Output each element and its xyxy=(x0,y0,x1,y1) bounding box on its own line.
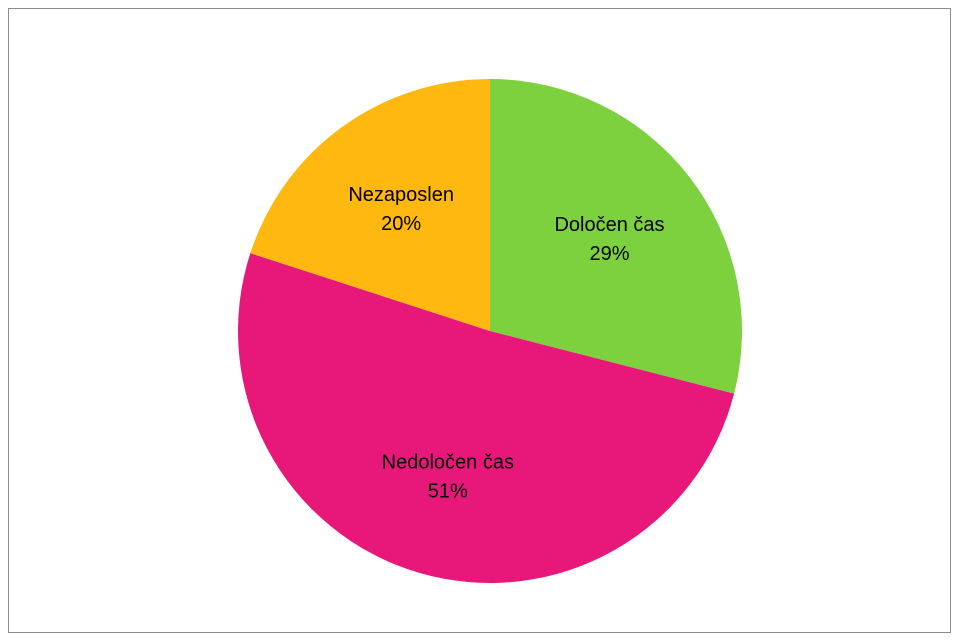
slice-label-nezaposlen: Nezaposlen xyxy=(348,184,454,206)
pie-slice-nedolocen-cas xyxy=(238,253,735,583)
slice-percent-nezaposlen: 20% xyxy=(381,213,421,235)
pie-slice-nezaposlen xyxy=(250,79,490,331)
pie-chart: Določen čas 29% Nedoločen čas 51% Nezaposlen… xyxy=(238,79,743,583)
pie-slice-dolocen-cas xyxy=(490,79,743,394)
slice-label-dolocen-cas: Določen čas xyxy=(554,214,664,236)
chart-area: Določen čas 29% Nedoločen čas 51% Nezaposlen… xyxy=(8,8,951,633)
slice-percent-dolocen-cas: 29% xyxy=(589,243,629,265)
slice-percent-nedolocen-cas: 51% xyxy=(428,481,468,503)
slice-label-nedolocen-cas: Nedoločen čas xyxy=(382,452,514,474)
